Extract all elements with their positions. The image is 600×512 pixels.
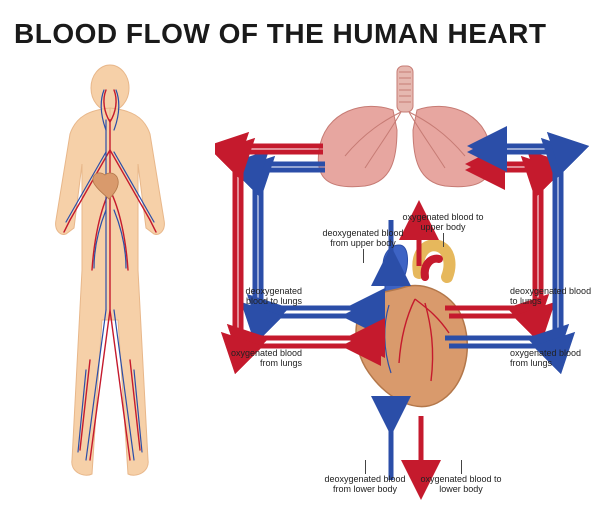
label-deoxy-lower: deoxygenated blood from lower body (320, 458, 410, 495)
human-body-figure (10, 60, 210, 500)
trachea-icon (397, 66, 413, 112)
heart-icon (356, 245, 467, 406)
diagram-stage: deoxygenated blood from upper body oxyge… (0, 60, 600, 510)
label-oxy-upper: oxygenated blood to upper body (398, 212, 488, 249)
label-deoxy-lungs-left: deoxygenated blood to lungs (222, 286, 302, 307)
label-deoxy-lungs-right: deoxygenated blood to lungs (510, 286, 592, 307)
label-deoxy-upper: deoxygenated blood from upper body (318, 228, 408, 265)
label-oxy-lower: oxygenated blood to lower body (416, 458, 506, 495)
label-oxy-lungs-right: oxygenated blood from lungs (510, 348, 592, 369)
circulation-diagram (215, 60, 595, 500)
lungs-icon (318, 106, 491, 186)
page-title: BLOOD FLOW OF THE HUMAN HEART (14, 18, 546, 50)
label-oxy-lungs-left: oxygenated blood from lungs (222, 348, 302, 369)
